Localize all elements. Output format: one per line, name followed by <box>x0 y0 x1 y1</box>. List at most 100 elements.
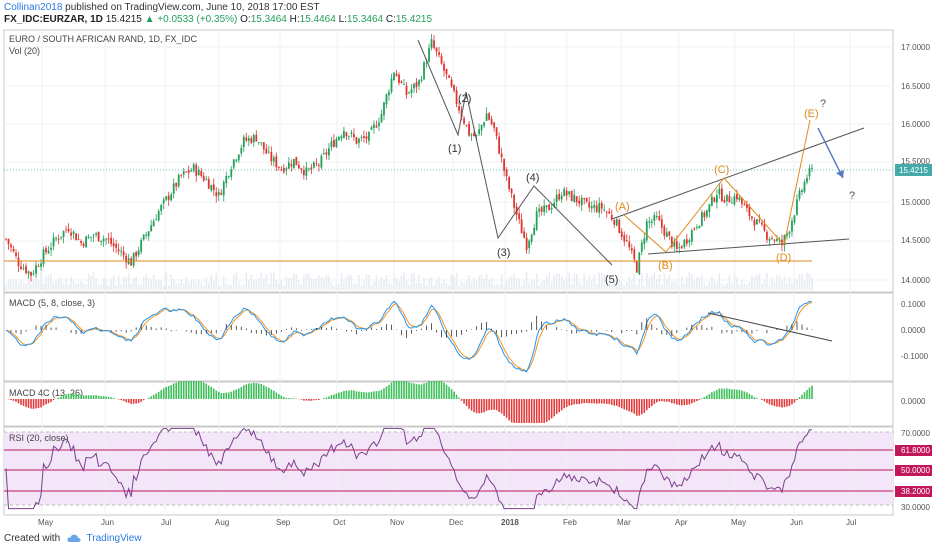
candle-body <box>40 263 42 267</box>
ohlc-header: FX_IDC:EURZAR, 1D 15.4215 ▲ +0.0533 (+0.… <box>4 14 432 25</box>
candle-body <box>32 273 35 275</box>
candle-body <box>175 183 178 187</box>
candle-body <box>25 266 27 274</box>
candle-body <box>801 190 803 193</box>
volume-bar <box>455 273 458 290</box>
macd-trendline[interactable] <box>707 312 833 342</box>
volume-bar <box>90 276 92 290</box>
volume-bar <box>423 277 425 290</box>
chart-area[interactable]: (2) (1) (3) (4) (5) (A) (B) (C) (D) (E) … <box>0 28 932 531</box>
candle-body <box>746 204 748 208</box>
tradingview-brand[interactable]: TradingView <box>86 533 142 544</box>
volume-bar <box>60 277 62 290</box>
candle-body <box>525 237 528 250</box>
volume-bar <box>45 276 47 290</box>
candle-body <box>678 247 681 248</box>
volume-bar <box>137 284 140 290</box>
candle-body <box>503 158 506 171</box>
main-pane[interactable] <box>3 29 894 293</box>
candle-body <box>190 170 193 172</box>
volume-bar <box>197 279 200 290</box>
volume-bar <box>308 273 310 290</box>
candle-body <box>588 202 591 208</box>
macd4c-title: MACD 4C (13, 26) <box>9 388 83 398</box>
price-axis[interactable]: 17.0000 16.5000 16.0000 15.5000 15.0000 … <box>901 43 930 285</box>
volume-bar <box>763 279 766 290</box>
candle-body <box>600 202 603 209</box>
volume-bar <box>558 273 560 290</box>
volume-bar <box>443 279 445 290</box>
projection-arrow[interactable] <box>817 127 844 179</box>
volume-bar <box>405 279 408 290</box>
candle-body <box>605 211 608 213</box>
open-label: O: <box>240 14 251 25</box>
triangle-wave-lines[interactable] <box>623 119 811 253</box>
volume-bar <box>315 278 318 290</box>
volume-bar <box>528 282 530 290</box>
volume-bar <box>671 281 673 290</box>
volume-bar <box>242 285 245 290</box>
candle-body <box>583 197 586 200</box>
volume-bar <box>503 285 505 290</box>
main-pane-title: EURO / SOUTH AFRICAN RAND, 1D, FX_IDC <box>9 34 198 44</box>
candle-body <box>197 169 200 176</box>
impulse-wave-lines[interactable] <box>417 39 613 266</box>
candle-body <box>791 220 793 232</box>
volume-bar <box>708 281 711 290</box>
candle-body <box>27 271 30 274</box>
candle-body <box>508 177 511 190</box>
volume-bar <box>15 278 17 290</box>
volume-bar <box>240 285 243 290</box>
candle-body <box>130 258 133 266</box>
candle-body <box>433 40 435 48</box>
volume-bar <box>653 272 656 290</box>
volume-bar <box>393 275 395 290</box>
candle-body <box>292 158 295 169</box>
candle-body <box>625 240 628 241</box>
volume-bar <box>117 275 120 290</box>
candle-body <box>70 232 72 236</box>
volume-bar <box>172 278 175 290</box>
volume-bar <box>578 281 581 290</box>
candle-body <box>670 236 673 248</box>
candle-body <box>307 168 310 170</box>
candle-body <box>633 249 636 260</box>
candle-body <box>325 152 328 155</box>
username-link[interactable]: Collinan2018 <box>4 2 63 13</box>
volume-bar <box>62 283 65 290</box>
volume-bar <box>125 277 127 290</box>
footer: Created with TradingView <box>4 533 142 544</box>
volume-bar <box>167 285 170 290</box>
triangle-upper-line[interactable] <box>611 127 865 220</box>
candle-body <box>277 166 280 168</box>
candle-body <box>345 132 348 137</box>
volume-bar <box>380 277 383 290</box>
volume-bar <box>150 279 152 290</box>
candle-body <box>270 152 273 162</box>
volume-bar <box>678 285 681 290</box>
candle-body <box>520 219 523 234</box>
volume-bar <box>400 275 403 290</box>
volume-bar <box>583 273 586 290</box>
volume-bar <box>268 283 270 290</box>
volume-bar <box>222 275 225 290</box>
volume-bar <box>550 281 553 290</box>
volume-bar <box>538 285 540 290</box>
volume-bar <box>711 276 713 290</box>
volume-bar <box>67 284 70 290</box>
volume-bar <box>560 275 563 290</box>
candle-body <box>210 185 213 191</box>
candle-body <box>95 233 98 235</box>
triangle-lower-line[interactable] <box>647 238 850 255</box>
candle-body <box>232 159 235 168</box>
price-tick: 16.0000 <box>901 120 930 129</box>
candle-body <box>150 225 153 232</box>
time-axis[interactable]: May Jun Jul Aug Sep Oct Nov Dec 2018 Feb… <box>38 518 856 527</box>
candle-body <box>668 231 671 236</box>
candle-body <box>415 82 418 88</box>
volume-bar <box>142 276 145 290</box>
volume-bar <box>248 279 250 290</box>
volume-bar <box>713 280 716 290</box>
candle-body <box>638 252 641 274</box>
volume-bar <box>175 283 178 290</box>
